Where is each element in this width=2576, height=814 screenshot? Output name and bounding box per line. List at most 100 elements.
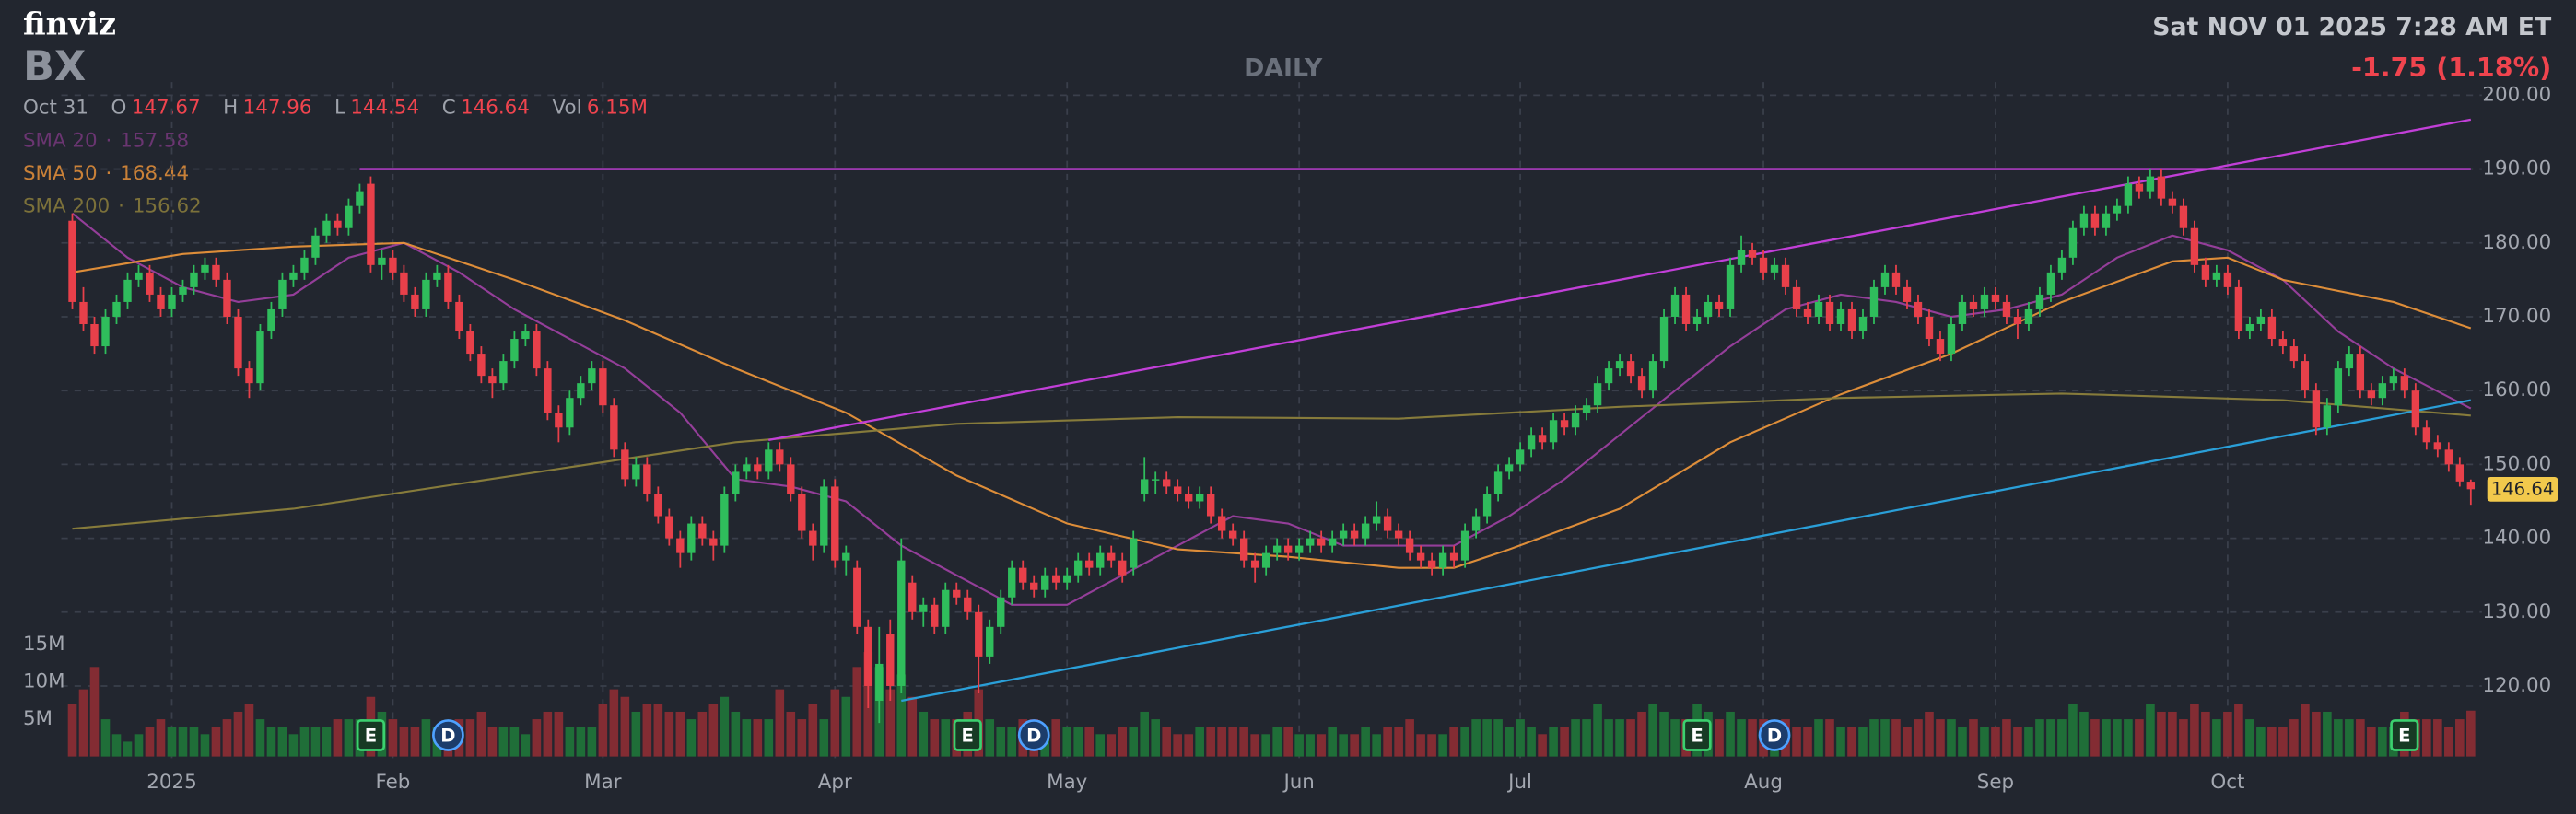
candle-body bbox=[1825, 301, 1834, 324]
trend-line bbox=[901, 399, 2472, 703]
candle-body bbox=[1162, 479, 1171, 487]
candle-body bbox=[422, 279, 430, 309]
volume-bar bbox=[2334, 719, 2343, 757]
candle-body bbox=[842, 552, 850, 561]
volume-bar bbox=[2433, 719, 2442, 757]
volume-bar bbox=[2046, 719, 2055, 757]
candle-body bbox=[488, 376, 497, 384]
volume-bar bbox=[1858, 727, 1868, 757]
candle-body bbox=[1195, 494, 1204, 502]
candle-body bbox=[1516, 449, 1525, 465]
event-label: E bbox=[962, 726, 974, 747]
volume-bar bbox=[830, 689, 840, 757]
event-label: D bbox=[1026, 726, 1041, 747]
volume-bar bbox=[288, 734, 299, 757]
volume-bar bbox=[1350, 734, 1359, 757]
volume-bar bbox=[2256, 727, 2266, 757]
volume-bar bbox=[532, 719, 542, 757]
volume-bar bbox=[996, 727, 1006, 757]
volume-bar bbox=[708, 704, 719, 757]
dividend-marker bbox=[1758, 719, 1791, 751]
volume-bar bbox=[2179, 719, 2188, 757]
candle-body bbox=[1173, 486, 1182, 494]
volume-bar bbox=[498, 727, 509, 757]
volume-bar bbox=[465, 719, 475, 757]
candle-body bbox=[1416, 552, 1425, 561]
volume-bar bbox=[2267, 727, 2277, 757]
plot: 120.00 130.00 140.00 150.00 160.00 170.00 180.… bbox=[23, 82, 2558, 794]
candle-body bbox=[2113, 205, 2122, 214]
timeframe: DAILY bbox=[1244, 53, 1323, 82]
candle-body bbox=[1427, 560, 1436, 568]
legend-value: 147.67 bbox=[132, 97, 201, 120]
y-tick-label: 140.00 bbox=[2482, 527, 2551, 550]
volume-bar bbox=[554, 711, 564, 757]
volume-bar bbox=[1328, 727, 1337, 757]
volume-bar bbox=[1460, 727, 1469, 757]
candle-body bbox=[1107, 552, 1116, 561]
candle-body bbox=[555, 413, 563, 428]
volume-bar bbox=[399, 727, 409, 757]
volume-bar bbox=[609, 689, 619, 757]
volume-bar bbox=[2124, 719, 2133, 757]
volume-bar bbox=[985, 719, 995, 757]
volume-bar bbox=[1383, 727, 1392, 757]
volume-bar bbox=[2345, 719, 2354, 757]
candle-body bbox=[68, 220, 76, 302]
volume-bar bbox=[2278, 727, 2288, 757]
sma-name: SMA 50 bbox=[23, 162, 98, 185]
candle-body bbox=[278, 279, 287, 309]
logo[interactable]: finviz bbox=[23, 6, 116, 42]
candle-body bbox=[2157, 176, 2166, 199]
candle-body bbox=[1041, 575, 1049, 590]
volume-bar bbox=[1880, 719, 1890, 757]
candle-body bbox=[1141, 479, 1149, 494]
candle-body bbox=[1130, 538, 1138, 568]
earnings-marker bbox=[2390, 719, 2419, 751]
candle-body bbox=[2433, 442, 2442, 450]
candle-body bbox=[322, 220, 331, 236]
candle-body bbox=[367, 183, 375, 265]
candle-body bbox=[1438, 552, 1447, 568]
candle-body bbox=[997, 597, 1005, 627]
volume-bar bbox=[1162, 727, 1171, 757]
volume-bar bbox=[1648, 704, 1657, 757]
volume-bar bbox=[2444, 727, 2453, 757]
volume-bar bbox=[2068, 704, 2078, 757]
volume-bar bbox=[1726, 711, 1735, 757]
candle-body bbox=[1704, 301, 1713, 317]
candle-body bbox=[2256, 316, 2266, 324]
volume-bar bbox=[1416, 734, 1425, 757]
volume-bar bbox=[2157, 711, 2166, 757]
candle-body bbox=[2278, 339, 2288, 347]
sma-legend-entry: SMA 50 · 168.44 bbox=[23, 162, 189, 185]
last-price-tag bbox=[2487, 476, 2558, 502]
candle-body bbox=[1217, 516, 1226, 531]
candle-body bbox=[1383, 516, 1392, 531]
volume-bar bbox=[2323, 711, 2332, 757]
volume-bar bbox=[1306, 734, 1315, 757]
candle-body bbox=[1781, 264, 1790, 287]
candle-body bbox=[698, 523, 707, 539]
candle-body bbox=[1880, 272, 1890, 287]
legend-value: 146.64 bbox=[461, 97, 530, 120]
volume-bar bbox=[653, 704, 663, 757]
legend-value: 147.96 bbox=[243, 97, 312, 120]
volume-bar bbox=[189, 727, 199, 757]
x-tick-label: Mar bbox=[584, 771, 622, 794]
candle-body bbox=[953, 589, 961, 598]
candle-body bbox=[577, 383, 585, 399]
candle-body bbox=[1958, 301, 1967, 324]
legend-value: 6.15M bbox=[587, 97, 648, 120]
volume-bar bbox=[1195, 727, 1204, 757]
candle-body bbox=[1770, 264, 1779, 273]
candle-body bbox=[2057, 257, 2067, 273]
volume-bar bbox=[123, 741, 133, 757]
volume-bar bbox=[200, 734, 210, 757]
legend-key: C bbox=[442, 97, 456, 120]
volume-bar bbox=[2090, 719, 2100, 757]
candle-body bbox=[2190, 227, 2199, 265]
candle-body bbox=[1737, 250, 1746, 265]
legend-separator: · bbox=[106, 129, 112, 152]
volume-bar bbox=[2057, 719, 2067, 757]
